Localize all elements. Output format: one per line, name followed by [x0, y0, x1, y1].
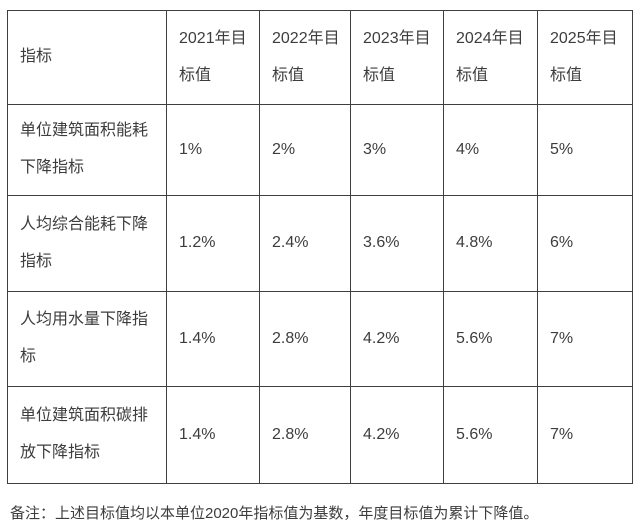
row-label-carbon-per-area: 单位建筑面积碳排放下降指标	[7, 386, 167, 484]
cell-value: 7%	[537, 291, 633, 387]
header-cell-year-2023: 2023年目标值	[350, 10, 444, 105]
footnote: 备注：上述目标值均以本单位2020年指标值为基数，年度目标值为累计下降值。	[10, 505, 539, 522]
cell-value: 3.6%	[350, 195, 444, 292]
cell-value: 1.2%	[166, 195, 260, 292]
cell-value: 5%	[537, 104, 633, 196]
cell-value: 5.6%	[443, 386, 538, 484]
cell-value: 4.2%	[350, 386, 444, 484]
header-cell-year-2024: 2024年目标值	[443, 10, 538, 105]
yearly-targets-table: 指标 2021年目标值 2022年目标值 2023年目标值 2024年目标值 2…	[7, 10, 633, 484]
row-label-energy-per-area: 单位建筑面积能耗下降指标	[7, 104, 167, 196]
cell-value: 1%	[166, 104, 260, 196]
cell-value: 1.4%	[166, 291, 260, 387]
row-label-water-per-capita: 人均用水量下降指标	[7, 291, 167, 387]
cell-value: 3%	[350, 104, 444, 196]
cell-value: 4.2%	[350, 291, 444, 387]
cell-value: 2%	[259, 104, 351, 196]
table-row: 人均用水量下降指标 1.4% 2.8% 4.2% 5.6% 7%	[7, 291, 633, 387]
header-cell-year-2022: 2022年目标值	[259, 10, 351, 105]
row-label-energy-per-capita: 人均综合能耗下降指标	[7, 195, 167, 292]
cell-value: 5.6%	[443, 291, 538, 387]
cell-value: 4.8%	[443, 195, 538, 292]
header-cell-year-2025: 2025年目标值	[537, 10, 633, 105]
table-header-row: 指标 2021年目标值 2022年目标值 2023年目标值 2024年目标值 2…	[7, 10, 633, 105]
header-cell-indicator: 指标	[7, 10, 167, 105]
cell-value: 2.4%	[259, 195, 351, 292]
cell-value: 1.4%	[166, 386, 260, 484]
cell-value: 6%	[537, 195, 633, 292]
table-row: 单位建筑面积碳排放下降指标 1.4% 2.8% 4.2% 5.6% 7%	[7, 386, 633, 484]
table-row: 单位建筑面积能耗下降指标 1% 2% 3% 4% 5%	[7, 104, 633, 196]
cell-value: 2.8%	[259, 291, 351, 387]
cell-value: 4%	[443, 104, 538, 196]
cell-value: 7%	[537, 386, 633, 484]
header-cell-year-2021: 2021年目标值	[166, 10, 260, 105]
cell-value: 2.8%	[259, 386, 351, 484]
table-row: 人均综合能耗下降指标 1.2% 2.4% 3.6% 4.8% 6%	[7, 195, 633, 292]
